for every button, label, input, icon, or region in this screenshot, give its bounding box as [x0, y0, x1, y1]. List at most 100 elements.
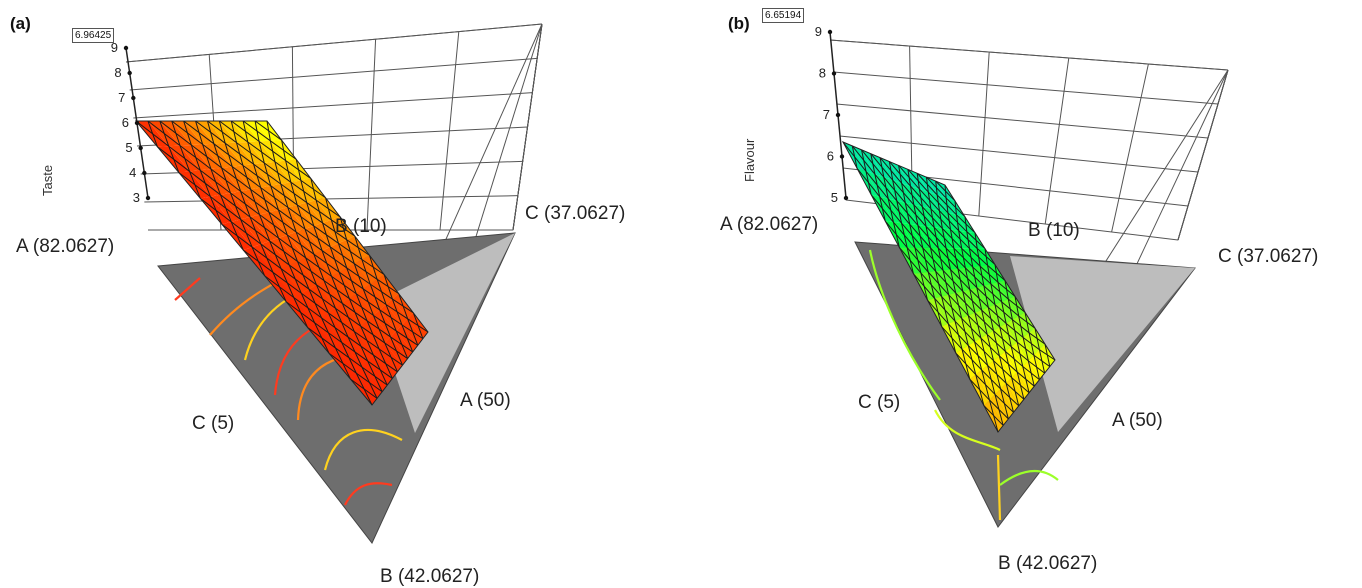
b-mesh-line [941, 326, 1020, 407]
a-mesh-line [368, 255, 409, 359]
b-contour-line [999, 469, 1059, 486]
back-walls-a [125, 23, 543, 434]
vertex-label-a-low-b: A (50) [1112, 410, 1163, 431]
a-z-tick-label: 5 [125, 140, 132, 155]
a-surface-border [134, 120, 429, 406]
a-z-tick-label: 8 [114, 65, 121, 80]
b-z-tick-label: 8 [819, 66, 826, 81]
a-z-tick-mark [145, 195, 151, 201]
b-mesh-line [969, 378, 1009, 420]
b-mesh-line [984, 248, 1020, 406]
max-value-box-a: 6.96425 [72, 28, 115, 43]
b-mesh-line [1004, 280, 1030, 393]
b-z-tick-mark [831, 71, 837, 76]
a-grid-line [129, 57, 538, 91]
b-grid-line [836, 103, 1209, 139]
b-z-tick-label: 7 [823, 107, 830, 122]
chart-panel-b: 5 6 7 8 9 (b) 6.65194 Flavour A (82.0627) B … [680, 0, 1362, 587]
response-surface-b [841, 140, 1056, 433]
z-axis-a: 3 4 5 6 7 8 9 [111, 40, 151, 205]
a-z-tick-mark [127, 70, 132, 76]
vertex-label-a-high: A (82.0627) [16, 236, 115, 257]
vertex-label-b-high: B (42.0627) [380, 566, 480, 587]
a-z-tick-mark [142, 170, 147, 176]
a-mesh-line [354, 235, 404, 366]
a-contour-line [344, 482, 393, 506]
vertex-label-c-high: C (37.0627) [525, 203, 626, 224]
a-mesh-line [339, 216, 398, 373]
response-axis-label-b: Flavour [742, 138, 757, 182]
b-mesh-line [944, 184, 999, 433]
b-mesh-line [1034, 328, 1046, 374]
b-z-tick-label: 5 [831, 190, 838, 205]
b-grid-line [1044, 57, 1070, 225]
a-grid-line [439, 31, 460, 231]
b-mesh-line [856, 168, 1051, 367]
b-grid-line [978, 51, 990, 217]
ternary-surface-plot-a: 3 4 5 6 7 8 9 [111, 23, 543, 544]
panel-tag-b: (b) [728, 14, 750, 33]
base-light-region-a [372, 233, 515, 433]
a-z-tick-mark [138, 145, 143, 151]
b-grid-line [833, 71, 1219, 105]
a-z-tick-label: 6 [122, 115, 129, 130]
max-value-box-b: 6.65194 [762, 8, 805, 23]
back-walls-b [829, 39, 1229, 433]
vertex-label-b-low-b: B (10) [1028, 220, 1080, 241]
a-z-tick-label: 3 [133, 190, 140, 205]
a-mesh-line [266, 120, 373, 406]
a-grid-line [125, 23, 543, 63]
a-z-tick-label: 9 [111, 40, 118, 55]
vertex-label-c-low: C (5) [192, 413, 235, 434]
vertex-label-b-high-b: B (42.0627) [998, 553, 1098, 574]
a-mesh-line [310, 178, 388, 386]
b-mesh-line [955, 352, 1014, 413]
b-mesh-line [927, 299, 1025, 400]
a-grid-line [133, 92, 533, 119]
panel-tag-a: (a) [10, 14, 31, 33]
a-grid-line [512, 23, 543, 231]
a-mesh-line [221, 223, 408, 359]
base-light-region-b [1010, 256, 1195, 432]
a-z-tick-mark [131, 95, 136, 101]
b-z-tick-mark [827, 29, 833, 35]
b-mesh-line [884, 220, 1040, 381]
b-mesh-line [913, 273, 1030, 394]
a-z-tick-label: 4 [129, 165, 136, 180]
b-mesh-line [1014, 296, 1035, 387]
contour-lines-b [868, 249, 1059, 521]
a-mesh-line [325, 197, 393, 379]
b-contour-line [868, 249, 941, 401]
vertex-label-a-high-b: A (82.0627) [720, 214, 819, 235]
b-contour-line [996, 454, 1002, 521]
a-contour-line [323, 428, 403, 471]
vertex-label-c-high-b: C (37.0627) [1218, 246, 1319, 267]
b-mesh-line [974, 232, 1015, 413]
a-grid-line [366, 39, 377, 231]
a-z-tick-mark [134, 120, 140, 126]
a-mesh-line [398, 293, 419, 346]
a-mesh-line [264, 275, 398, 373]
response-surface-a [134, 120, 429, 406]
a-mesh-line [285, 301, 393, 379]
a-mesh-line [383, 274, 414, 353]
a-contour-line [174, 277, 201, 301]
a-mesh-line [200, 198, 414, 353]
b-z-tick-label: 6 [827, 149, 834, 164]
vertex-label-b-low: B (10) [335, 216, 387, 237]
b-surface-border [841, 140, 1056, 433]
b-grid-line [829, 39, 1229, 71]
b-grid-line [1177, 69, 1229, 241]
a-mesh-line [242, 249, 403, 366]
a-mesh-line [412, 312, 424, 339]
b-contour-line [934, 409, 1001, 451]
a-z-tick-label: 7 [118, 90, 125, 105]
b-mesh-line [983, 405, 1004, 426]
z-axis-b: 5 6 7 8 9 [815, 24, 849, 205]
a-mesh-line [350, 378, 378, 399]
a-mesh-line [281, 140, 378, 399]
a-z-tick-mark [123, 45, 129, 51]
b-grid-line [1111, 63, 1149, 233]
b-grid-line [839, 135, 1199, 173]
b-mesh-line [954, 200, 1004, 426]
